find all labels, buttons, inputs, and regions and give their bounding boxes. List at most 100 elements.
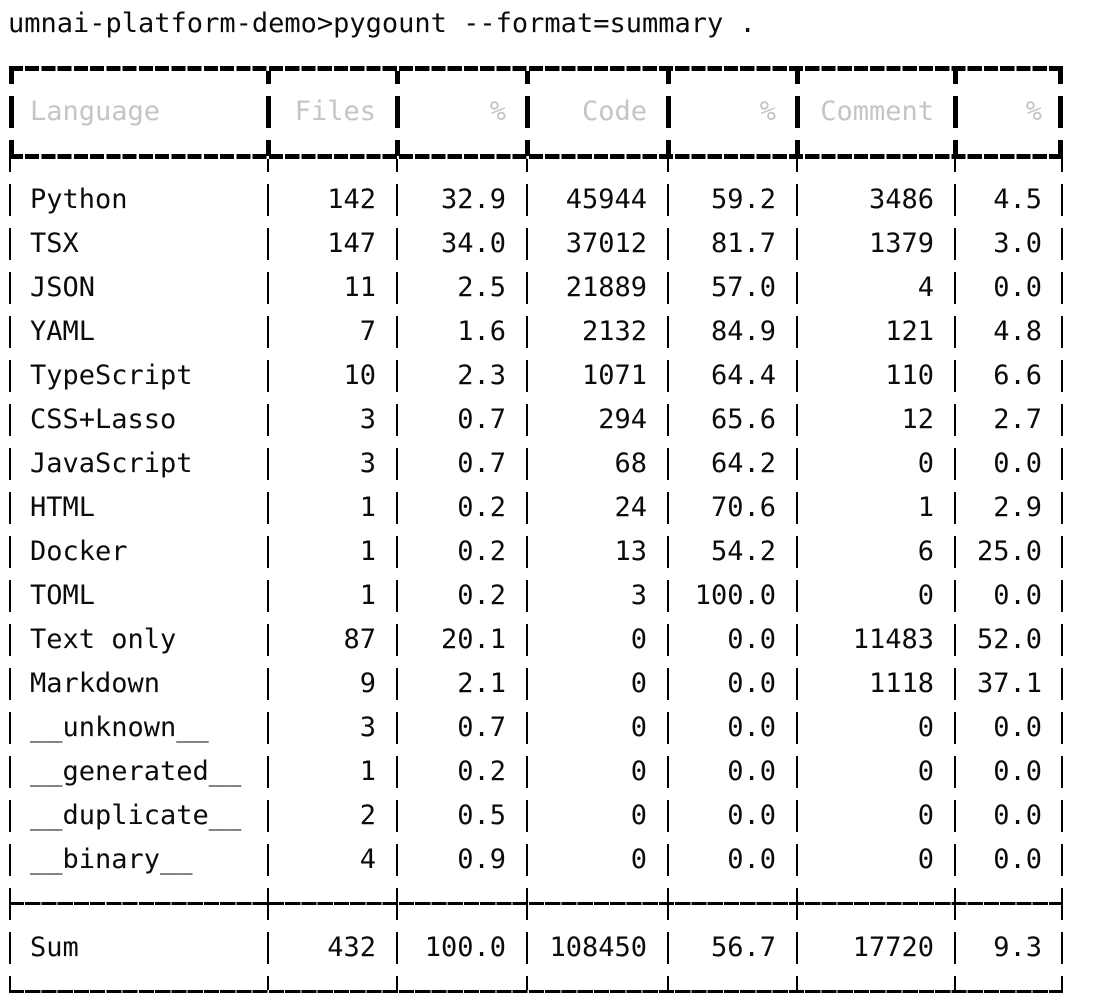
cell-files: 432 bbox=[327, 932, 376, 963]
cell-comment: 17720 bbox=[852, 932, 934, 963]
cell-comment: 6 bbox=[917, 536, 934, 567]
column-separator bbox=[796, 316, 798, 348]
column-separator bbox=[267, 580, 269, 612]
cell-comment-pct: 37.1 bbox=[976, 668, 1042, 699]
column-separator bbox=[954, 159, 956, 172]
column-separator bbox=[1061, 360, 1063, 392]
column-separator bbox=[267, 272, 269, 304]
column-separator bbox=[1061, 668, 1063, 700]
cell-language: TOML bbox=[30, 580, 96, 611]
column-separator bbox=[9, 316, 11, 348]
column-separator bbox=[9, 932, 11, 964]
column-separator bbox=[1061, 184, 1063, 216]
column-separator bbox=[954, 316, 956, 348]
cell-files-pct: 100.0 bbox=[424, 932, 506, 963]
row-cells: CSS+Lasso 3 0.7 294 65.6 12 2.7 bbox=[9, 398, 1063, 442]
cell-comment: 0 bbox=[917, 844, 934, 875]
column-separator bbox=[267, 316, 269, 348]
column-separator bbox=[266, 96, 271, 128]
column-separator bbox=[667, 844, 669, 876]
cell-comment: 11483 bbox=[852, 624, 934, 655]
table-row: YAML 7 1.6 2132 84.9 121 4.8 bbox=[9, 310, 1063, 354]
column-separator bbox=[954, 448, 956, 480]
cell-files-pct: 0.9 bbox=[457, 844, 506, 875]
column-separator bbox=[526, 536, 528, 568]
cell-language: CSS+Lasso bbox=[30, 404, 177, 435]
table-row: TOML 1 0.2 3 100.0 0 0.0 bbox=[9, 574, 1063, 618]
cell-files-pct: 32.9 bbox=[440, 184, 506, 215]
column-separator bbox=[954, 404, 956, 436]
column-separator bbox=[667, 756, 669, 788]
column-separator bbox=[954, 536, 956, 568]
cell-language: Sum bbox=[30, 932, 79, 963]
column-separator bbox=[796, 404, 798, 436]
cell-comment-pct: 2.7 bbox=[993, 404, 1042, 435]
column-separator bbox=[267, 624, 269, 656]
table-bottom-border bbox=[9, 970, 1063, 1004]
cell-code-pct: 64.4 bbox=[710, 360, 776, 391]
column-separator bbox=[396, 976, 398, 990]
cell-comment: 3486 bbox=[868, 184, 934, 215]
table-row: CSS+Lasso 3 0.7 294 65.6 12 2.7 bbox=[9, 398, 1063, 442]
column-separator bbox=[526, 404, 528, 436]
cell-code-pct: 54.2 bbox=[710, 536, 776, 567]
cell-code: 0 bbox=[630, 624, 647, 655]
cell-comment-pct: 6.6 bbox=[993, 360, 1042, 391]
column-separator bbox=[9, 404, 11, 436]
sum-row: Sum 432 100.0 108450 56.7 17720 9.3 bbox=[9, 926, 1063, 970]
column-separator bbox=[796, 448, 798, 480]
column-separator bbox=[667, 159, 669, 172]
cell-comment-pct: 0.0 bbox=[993, 272, 1042, 303]
column-separator bbox=[954, 844, 956, 876]
column-separator bbox=[9, 844, 11, 876]
column-separator bbox=[954, 800, 956, 832]
column-separator bbox=[267, 800, 269, 832]
cell-code: 0 bbox=[630, 756, 647, 787]
column-separator bbox=[396, 800, 398, 832]
column-separator bbox=[796, 228, 798, 260]
column-separator bbox=[526, 932, 528, 964]
column-separator bbox=[667, 932, 669, 964]
header-code: Code bbox=[581, 96, 647, 127]
column-separator bbox=[9, 624, 11, 656]
column-separator bbox=[667, 272, 669, 304]
table-row: TypeScript 10 2.3 1071 64.4 110 6.6 bbox=[9, 354, 1063, 398]
command-line: umnai-platform-demo>pygount --format=sum… bbox=[8, 8, 756, 39]
column-separator bbox=[796, 932, 798, 964]
row-cells: __binary__ 4 0.9 0 0.0 0 0.0 bbox=[9, 838, 1063, 882]
column-separator bbox=[1061, 536, 1063, 568]
column-separator bbox=[396, 159, 398, 172]
row-cells: Docker 1 0.2 13 54.2 6 25.0 bbox=[9, 530, 1063, 574]
row-cells: Markdown 9 2.1 0 0.0 1118 37.1 bbox=[9, 662, 1063, 706]
column-separator bbox=[667, 580, 669, 612]
column-separator bbox=[1061, 932, 1063, 964]
column-separator bbox=[1061, 228, 1063, 260]
cell-comment: 12 bbox=[901, 404, 934, 435]
cell-code: 24 bbox=[614, 492, 647, 523]
cell-language: TypeScript bbox=[30, 360, 193, 391]
column-separator bbox=[9, 96, 14, 128]
cell-language: JSON bbox=[30, 272, 96, 303]
table-row: __generated__ 1 0.2 0 0.0 0 0.0 bbox=[9, 750, 1063, 794]
column-separator bbox=[796, 624, 798, 656]
header-language: Language bbox=[30, 96, 161, 127]
column-separator bbox=[267, 844, 269, 876]
table-top-border-line bbox=[9, 66, 1063, 71]
cell-code-pct: 0.0 bbox=[727, 668, 776, 699]
column-separator bbox=[954, 492, 956, 524]
column-separator bbox=[526, 184, 528, 216]
row-cells: Language Files % Code % Comment % bbox=[9, 90, 1063, 134]
cell-code-pct: 70.6 bbox=[710, 492, 776, 523]
column-separator bbox=[1061, 844, 1063, 876]
column-separator bbox=[526, 272, 528, 304]
cell-code-pct: 59.2 bbox=[710, 184, 776, 215]
column-separator bbox=[526, 159, 528, 172]
section-separator-line bbox=[9, 902, 1063, 905]
table-row: Docker 1 0.2 13 54.2 6 25.0 bbox=[9, 530, 1063, 574]
column-separator bbox=[267, 404, 269, 436]
cell-code: 0 bbox=[630, 800, 647, 831]
column-separator bbox=[667, 228, 669, 260]
cell-code: 37012 bbox=[565, 228, 647, 259]
header-files: Files bbox=[294, 96, 376, 127]
